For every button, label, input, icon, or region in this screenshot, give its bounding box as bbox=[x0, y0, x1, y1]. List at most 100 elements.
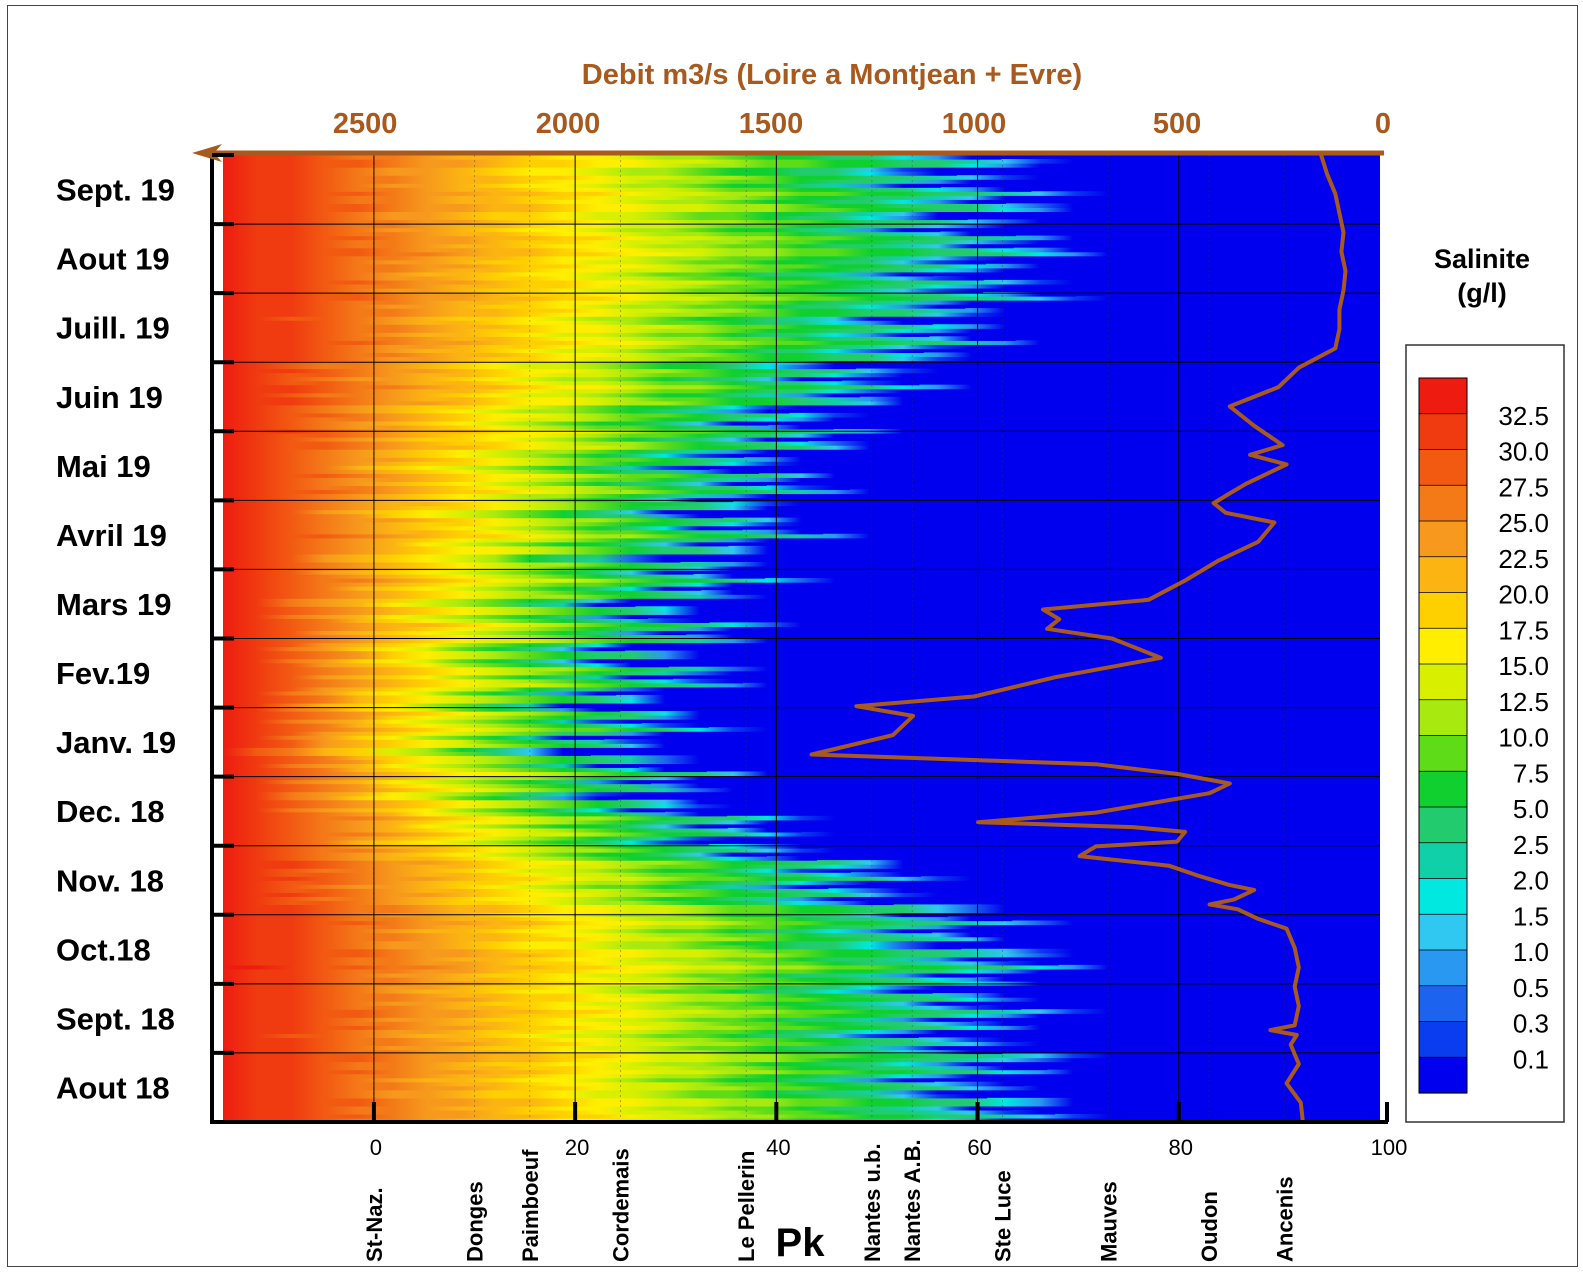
heatmap-strip bbox=[223, 396, 938, 402]
heatmap-strip bbox=[223, 763, 640, 769]
salinity-heatmap bbox=[223, 155, 1149, 1123]
heatmap-strip bbox=[223, 1033, 919, 1038]
heatmap-strip bbox=[223, 940, 956, 946]
heatmap-strip bbox=[223, 537, 798, 543]
heatmap-strip bbox=[223, 819, 804, 825]
heatmap-strip bbox=[223, 203, 1100, 208]
heatmap-strip bbox=[223, 449, 788, 454]
colorbar-label: 2.0 bbox=[1513, 866, 1549, 896]
pk-tick-label: 0 bbox=[370, 1135, 382, 1160]
heatmap-strip bbox=[223, 1009, 1127, 1014]
heatmap-strip bbox=[223, 980, 1071, 986]
heatmap-strip bbox=[223, 453, 745, 458]
heatmap-strip bbox=[223, 1097, 1114, 1103]
colorbar-label: 25.0 bbox=[1498, 508, 1549, 538]
heatmap-strip bbox=[223, 183, 941, 188]
heatmap-strip bbox=[223, 340, 1083, 345]
heatmap-strip bbox=[223, 251, 1139, 257]
heatmap-strip bbox=[223, 747, 588, 752]
month-label: Nov. 18 bbox=[56, 863, 164, 898]
heatmap-strip bbox=[223, 1073, 1007, 1079]
month-label: Aout 19 bbox=[56, 242, 170, 277]
heatmap-strip bbox=[223, 795, 619, 801]
heatmap-strip bbox=[223, 441, 889, 446]
heatmap-strip bbox=[223, 622, 818, 628]
heatmap-strip bbox=[223, 735, 605, 740]
heatmap-strip bbox=[223, 267, 1039, 273]
heatmap-strip bbox=[223, 541, 729, 547]
heatmap-strip bbox=[223, 545, 804, 551]
heatmap-strip bbox=[223, 690, 617, 696]
heatmap-strip bbox=[223, 320, 933, 325]
heatmap-strip bbox=[223, 662, 669, 668]
heatmap-strip bbox=[223, 533, 896, 539]
heatmap-strip bbox=[223, 686, 682, 692]
heatmap-strip bbox=[223, 590, 774, 595]
heatmap-strip bbox=[223, 751, 591, 756]
heatmap-strip bbox=[223, 904, 1028, 910]
heatmap-strip bbox=[223, 175, 1053, 180]
colorbar-swatch bbox=[1419, 378, 1467, 415]
heatmap-strip bbox=[223, 1101, 1108, 1107]
heatmap-strip bbox=[223, 493, 790, 499]
heatmap-strip bbox=[223, 666, 787, 672]
heatmap-strip bbox=[223, 501, 816, 507]
heatmap-strip bbox=[223, 852, 767, 857]
heatmap-strip bbox=[223, 924, 1009, 930]
heatmap-strip bbox=[223, 767, 707, 773]
heatmap-strip bbox=[223, 1013, 1073, 1018]
heatmap-strip bbox=[223, 827, 802, 833]
heatmap-strip bbox=[223, 674, 674, 680]
month-label: Fev.19 bbox=[56, 656, 150, 691]
colorbar-label: 20.0 bbox=[1498, 580, 1549, 610]
chart-frame bbox=[7, 5, 1578, 1267]
pk-tick-label: 40 bbox=[766, 1135, 790, 1160]
heatmap-strip bbox=[223, 952, 1095, 958]
pk-tick-label: 80 bbox=[1169, 1135, 1193, 1160]
heatmap-strip bbox=[223, 191, 1123, 196]
pk-tick-label: 100 bbox=[1371, 1135, 1408, 1160]
heatmap-strip bbox=[223, 561, 790, 567]
heatmap-strip bbox=[223, 884, 829, 889]
colorbar-label: 0.5 bbox=[1513, 973, 1549, 1003]
heatmap-strip bbox=[223, 694, 699, 700]
colorbar-swatch bbox=[1419, 1021, 1467, 1058]
month-label: Dec. 18 bbox=[56, 794, 165, 829]
colorbar-label: 12.5 bbox=[1498, 687, 1549, 717]
heatmap-strip bbox=[223, 799, 734, 805]
station-label: Oudon bbox=[1197, 1191, 1222, 1262]
heatmap-strip bbox=[223, 948, 1090, 954]
heatmap-strip bbox=[223, 336, 1016, 341]
colorbar-swatch bbox=[1419, 521, 1467, 558]
heatmap-strip bbox=[223, 1041, 1056, 1047]
heatmap-strip bbox=[223, 517, 839, 523]
heatmap-strip bbox=[223, 936, 1051, 942]
heatmap-strip bbox=[223, 187, 1032, 192]
heatmap-strip bbox=[223, 1077, 935, 1083]
heatmap-strip bbox=[223, 815, 848, 821]
heatmap-strip bbox=[223, 1089, 973, 1095]
heatmap-strip bbox=[223, 348, 924, 354]
heatmap-strip bbox=[223, 259, 987, 265]
heatmap-strip bbox=[223, 283, 1041, 289]
heatmap-strip bbox=[223, 835, 748, 841]
heatmap-strip bbox=[223, 976, 1037, 982]
heatmap-strip bbox=[223, 404, 814, 410]
colorbar-swatch bbox=[1419, 771, 1467, 808]
heatmap-strip bbox=[223, 308, 1047, 313]
heatmap-strip bbox=[223, 565, 773, 571]
heatmap-strip bbox=[223, 711, 741, 716]
heatmap-strip bbox=[223, 412, 884, 418]
heatmap-strip bbox=[223, 505, 809, 511]
heatmap-strip bbox=[223, 900, 894, 906]
heatmap-strip bbox=[223, 670, 751, 676]
heatmap-strip bbox=[223, 167, 950, 172]
station-label: Nantes u.b. bbox=[860, 1143, 885, 1262]
heatmap-strip bbox=[223, 791, 641, 797]
heatmap-strip bbox=[223, 243, 1014, 249]
heatmap-strip bbox=[223, 892, 954, 897]
heatmap-strip bbox=[223, 485, 850, 491]
heatmap-strip bbox=[223, 1001, 980, 1006]
heatmap-strip bbox=[223, 1053, 1124, 1059]
heatmap-strip bbox=[223, 1065, 1048, 1071]
